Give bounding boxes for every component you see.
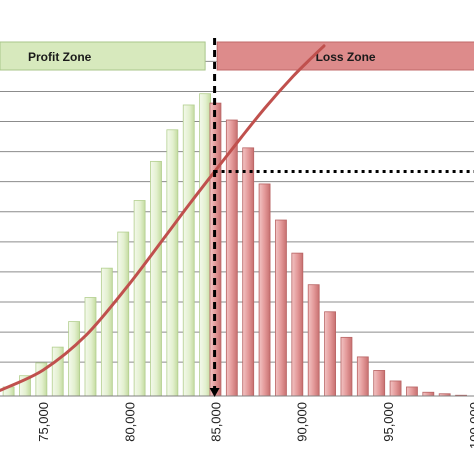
loss-bar (422, 391, 435, 397)
loss-bar (340, 336, 353, 397)
profit-bar (51, 346, 64, 397)
profit-bar (182, 104, 195, 397)
profit-zone-label: Profit Zone (28, 50, 92, 64)
loss-bar (406, 386, 418, 397)
loss-bar (275, 219, 287, 397)
loss-bar (356, 356, 369, 397)
cumulative-curve (0, 44, 326, 392)
profit-bar (150, 160, 162, 397)
histogram-bars (2, 93, 467, 397)
zone-bands: Profit Zone Loss Zone (0, 41, 474, 71)
x-tick-label: 95,000 (381, 402, 396, 442)
x-tick-label: 100,000 (467, 402, 474, 449)
profit-bar (166, 129, 179, 397)
loss-zone-label: Loss Zone (316, 50, 376, 64)
loss-zone-band (216, 41, 474, 71)
profit-bar (100, 267, 113, 397)
threshold-arrow-icon (209, 388, 220, 397)
profit-bar (199, 93, 212, 397)
profit-zone-band (0, 41, 206, 71)
x-axis-tick-labels: 75,000 80,000 85,000 90,000 95,000 100,000 (36, 402, 474, 449)
x-tick-label: 75,000 (36, 402, 51, 442)
profit-bar (84, 297, 97, 397)
loss-bar (307, 284, 320, 397)
profit-bar (68, 321, 81, 397)
loss-bar (225, 119, 238, 397)
threshold-markers (209, 38, 474, 397)
profit-bar (133, 200, 146, 397)
loss-bar (389, 380, 402, 397)
loss-bar (373, 370, 386, 397)
loss-bar (291, 252, 304, 397)
loss-bar (258, 183, 271, 397)
x-tick-label: 85,000 (208, 402, 223, 442)
loss-bar (324, 311, 336, 397)
profit-bar (117, 231, 130, 397)
x-tick-label: 90,000 (295, 402, 310, 442)
x-tick-label: 80,000 (122, 402, 137, 442)
loss-bar (242, 147, 255, 397)
